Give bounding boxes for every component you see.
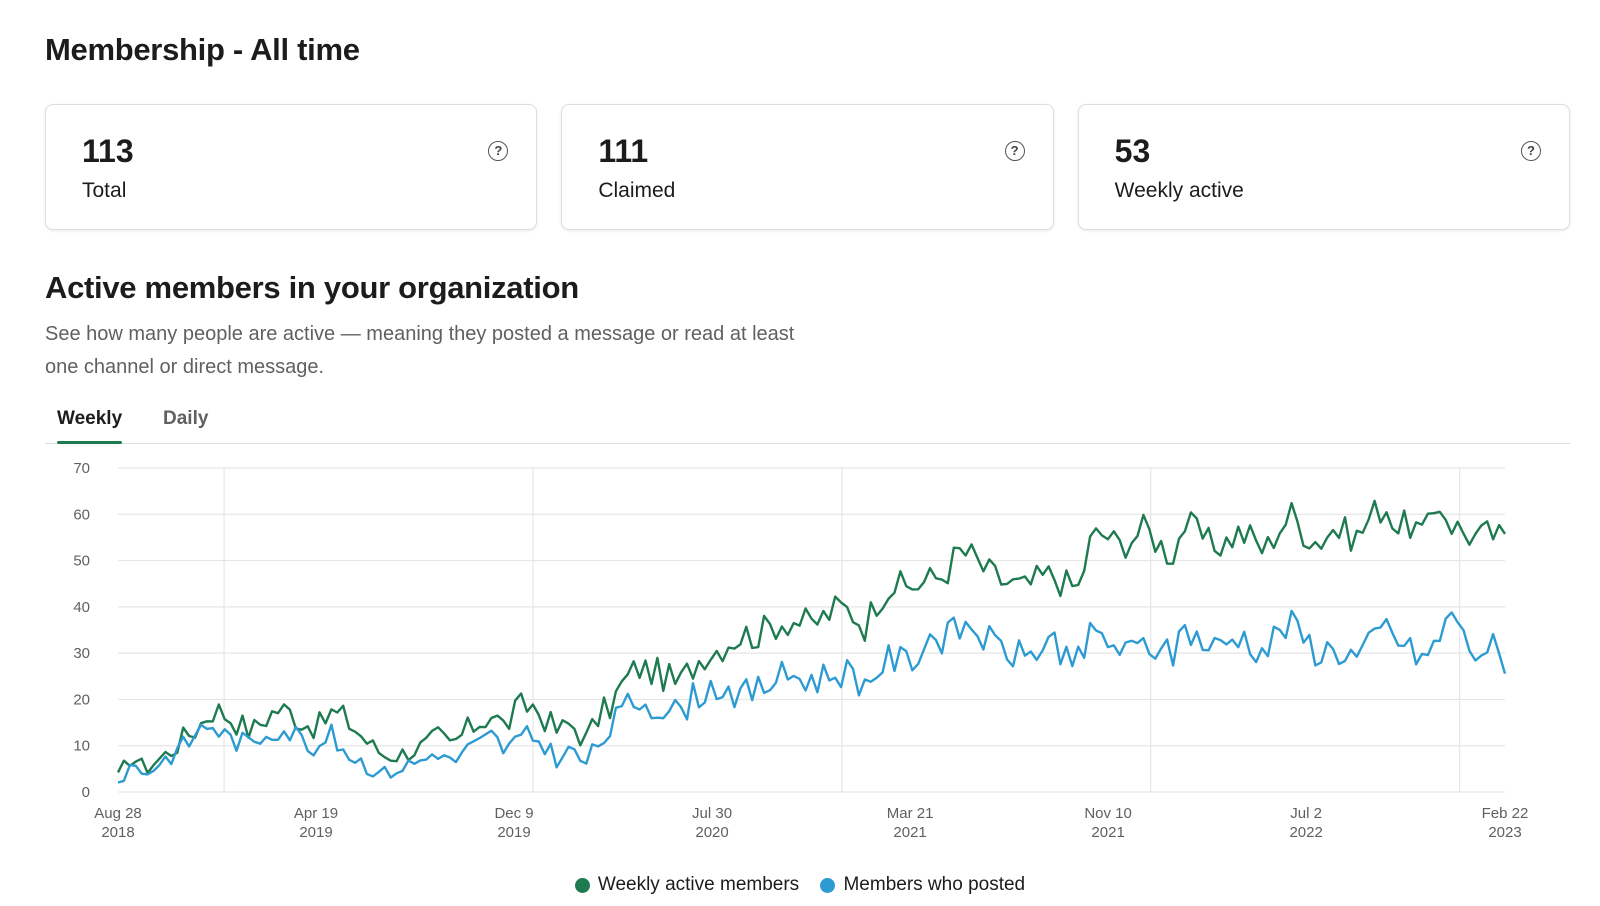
x-tick-label: Feb 22 bbox=[1482, 805, 1529, 822]
tab-daily[interactable]: Daily bbox=[163, 408, 209, 429]
stat-value: 113 bbox=[82, 133, 134, 169]
x-tick-label: Jul 30 bbox=[692, 805, 732, 822]
tab-weekly[interactable]: Weekly bbox=[57, 408, 123, 429]
stat-value: 53 bbox=[1114, 133, 1151, 169]
tab-bar: Weekly Daily bbox=[45, 398, 1570, 444]
legend-label: Members who posted bbox=[843, 874, 1026, 895]
stat-label: Weekly active bbox=[1114, 179, 1244, 202]
x-tick-label: 2022 bbox=[1289, 824, 1322, 841]
x-tick-label: Aug 28 bbox=[94, 805, 142, 822]
y-tick-label: 60 bbox=[73, 506, 90, 523]
stat-card-total: 113 Total ? bbox=[45, 104, 538, 230]
y-tick-label: 30 bbox=[73, 645, 90, 662]
x-tick-label: 2019 bbox=[299, 824, 332, 841]
page-title: Membership - All time bbox=[45, 32, 360, 67]
y-tick-label: 20 bbox=[73, 691, 90, 708]
x-tick-label: 2023 bbox=[1488, 824, 1521, 841]
help-icon[interactable]: ? bbox=[488, 141, 509, 161]
legend-item-posted[interactable]: Members who posted bbox=[820, 874, 1025, 896]
help-icon[interactable]: ? bbox=[1004, 141, 1025, 161]
x-tick-label: Jul 2 bbox=[1290, 805, 1322, 822]
y-tick-label: 50 bbox=[73, 553, 90, 570]
legend-label: Weekly active members bbox=[597, 874, 800, 895]
x-tick-label: 2021 bbox=[1091, 824, 1124, 841]
section-description: See how many people are active — meaning… bbox=[45, 323, 795, 378]
stat-label: Total bbox=[82, 179, 127, 202]
stat-card-claimed: 111 Claimed ? bbox=[561, 104, 1054, 230]
series-line-weekly-active bbox=[116, 499, 1506, 775]
x-tick-label: Dec 9 bbox=[494, 805, 533, 822]
legend-dot-icon bbox=[820, 877, 836, 893]
stat-label: Claimed bbox=[598, 179, 676, 202]
legend-item-weekly-active[interactable]: Weekly active members bbox=[574, 874, 800, 896]
y-tick-label: 70 bbox=[73, 460, 90, 477]
legend-dot-icon bbox=[574, 877, 590, 893]
help-icon[interactable]: ? bbox=[1520, 141, 1541, 161]
x-tick-label: Mar 21 bbox=[887, 805, 934, 822]
chart-legend: Weekly active members Members who posted bbox=[0, 874, 1600, 899]
x-tick-label: 2021 bbox=[893, 824, 926, 841]
series-line-members-posted bbox=[117, 609, 1507, 784]
stat-value: 111 bbox=[598, 133, 649, 169]
x-tick-label: Apr 19 bbox=[294, 805, 338, 822]
section-title: Active members in your organization bbox=[45, 270, 579, 305]
active-tab-indicator bbox=[57, 441, 122, 444]
x-tick-label: 2019 bbox=[497, 824, 530, 841]
stat-cards: 113 Total ? 111 Claimed ? 53 Weekly acti… bbox=[45, 104, 1570, 230]
x-tick-label: 2020 bbox=[695, 824, 728, 841]
active-members-chart: 0 10 20 30 40 50 60 70 Aug 28 2018 Apr 19 2019 Dec 9… bbox=[73, 460, 1529, 841]
x-tick-label: 2018 bbox=[101, 824, 134, 841]
stat-card-weekly-active: 53 Weekly active ? bbox=[1077, 104, 1570, 230]
y-tick-label: 10 bbox=[73, 738, 90, 755]
y-tick-label: 0 bbox=[82, 784, 90, 801]
x-tick-label: Nov 10 bbox=[1084, 805, 1132, 822]
y-tick-label: 40 bbox=[73, 599, 90, 616]
